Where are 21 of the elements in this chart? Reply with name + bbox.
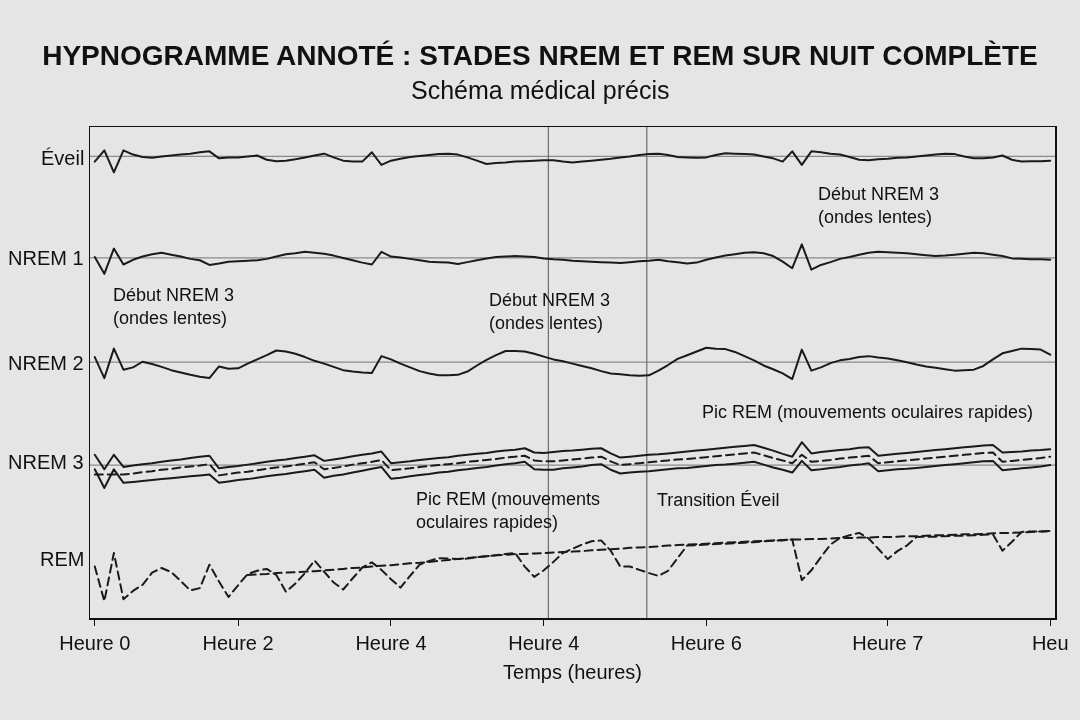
series-label: NREM 3: [8, 451, 84, 473]
x-tick-label: Heure 2: [202, 631, 274, 654]
series-label: NREM 1: [8, 247, 84, 269]
x-tick-label: Heure 4: [508, 631, 580, 654]
annotation: Pic REM (mouvements oculaires rapides): [702, 402, 1034, 422]
annotation: Début NREM 3 (ondes lentes): [489, 290, 611, 334]
series-label: Éveil: [41, 147, 85, 169]
chart-title: HYPNOGRAMME ANNOTÉ : STADES NREM ET REM SUR NUIT COMPLÈTE: [42, 39, 1038, 71]
x-tick-label: Heure 6: [670, 631, 742, 654]
x-axis-title: Temps (heures): [503, 660, 642, 683]
x-tick-label: Heu: [1031, 631, 1069, 654]
annotation: Pic REM (mouvements oculaires rapides): [416, 489, 601, 533]
x-tick-label: Heure 7: [852, 631, 924, 654]
x-tick-label: Heure 4: [355, 631, 427, 654]
annotation: Début NREM 3 (ondes lentes): [818, 184, 940, 228]
x-tick-label: Heure 0: [59, 631, 131, 654]
series-label: REM: [40, 548, 85, 570]
annotation: Début NREM 3 (ondes lentes): [113, 285, 235, 329]
annotation: Transition Éveil: [657, 490, 780, 510]
chart-subtitle: Schéma médical précis: [411, 76, 670, 104]
series-label: NREM 2: [8, 352, 84, 374]
